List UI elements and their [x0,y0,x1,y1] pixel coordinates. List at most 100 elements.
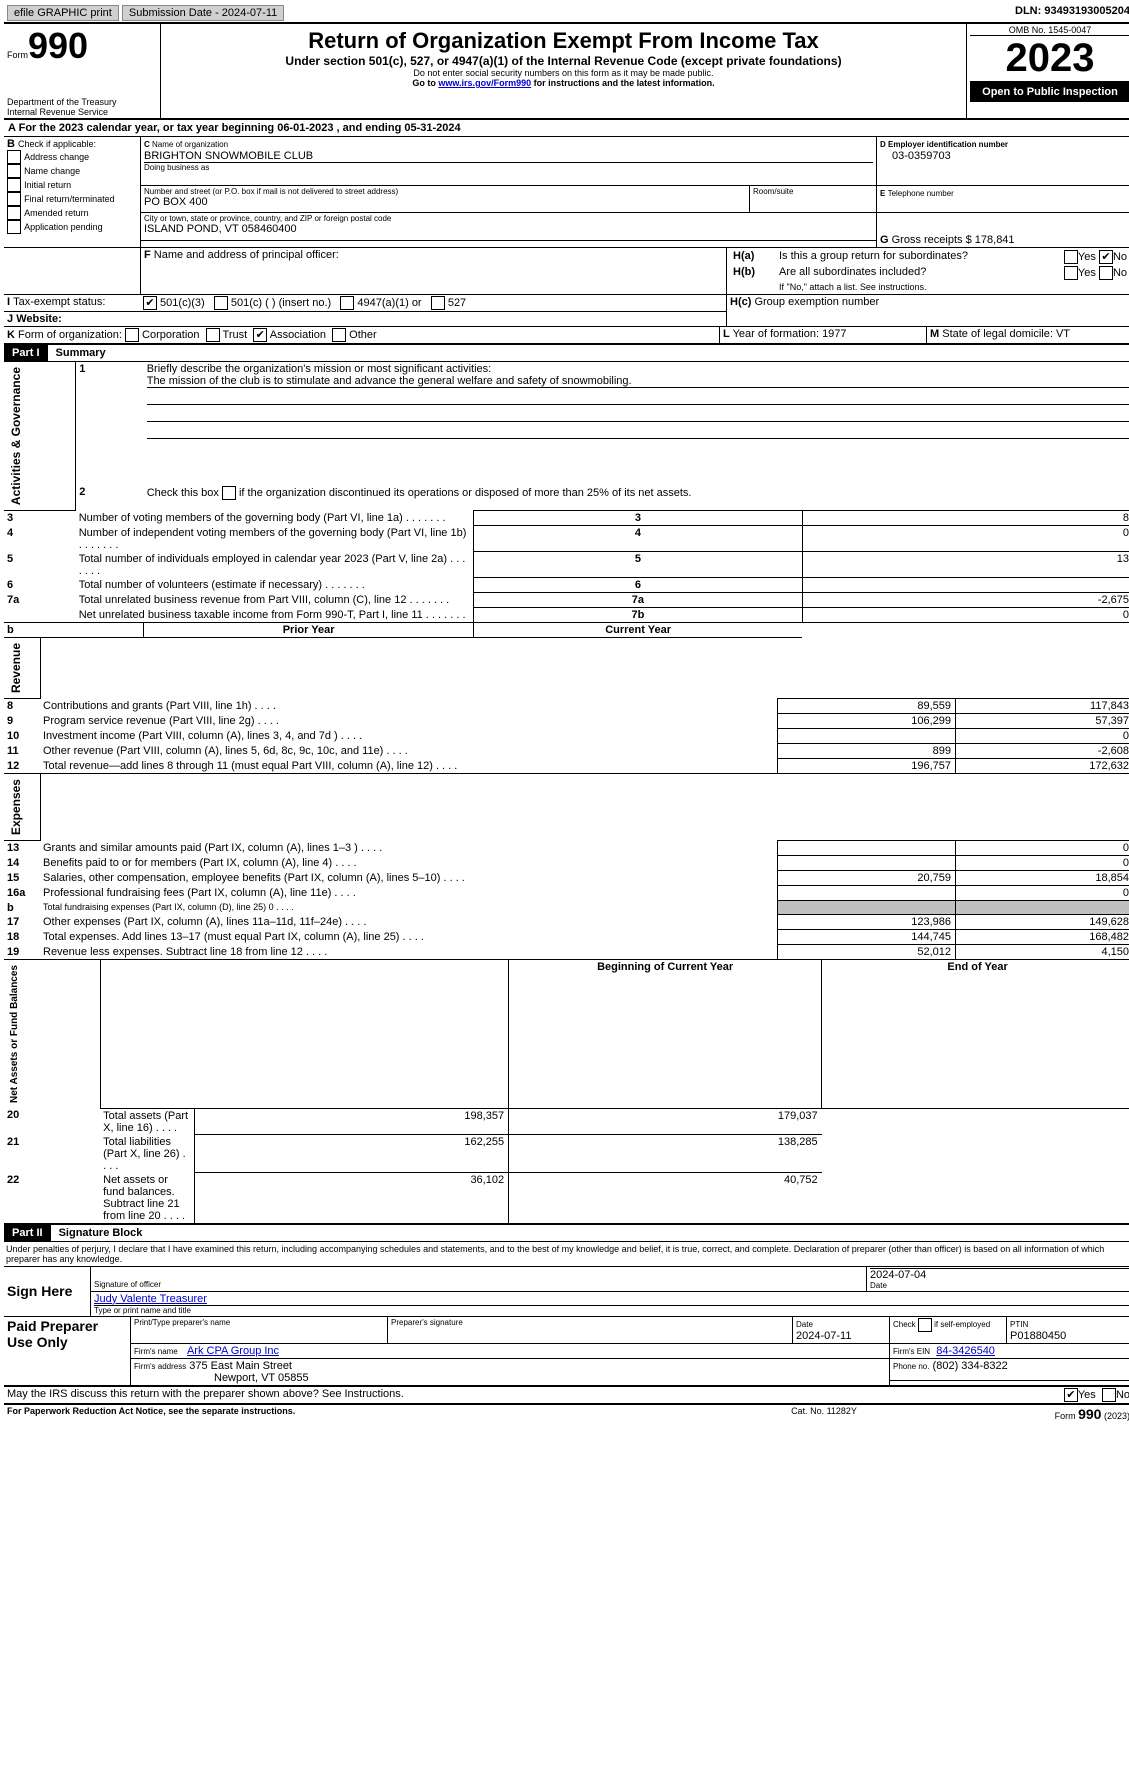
firm-name-lbl: Firm's name [134,1347,178,1356]
sig-date-lbl: Date [870,1281,1129,1290]
discuss-no[interactable] [1102,1388,1116,1402]
firm-addr1: 375 East Main Street [189,1360,292,1372]
discuss-text: May the IRS discuss this return with the… [4,1387,977,1404]
website-lbl: Website: [16,313,62,325]
phone-lbl: Telephone number [888,189,954,198]
i-opt-cb[interactable]: ✔ [143,296,157,310]
pra-notice: For Paperwork Reduction Act Notice, see … [4,1405,721,1423]
form-number: 990 [28,25,88,66]
firm-phone: (802) 334-8322 [933,1360,1008,1372]
gross-val: 178,841 [975,234,1015,246]
b-opt-cb[interactable] [7,164,21,178]
hb-yes[interactable] [1064,266,1078,280]
goto-suffix: for instructions and the latest informat… [531,78,715,88]
k-opt-cb[interactable]: ✔ [253,328,267,342]
firm-name[interactable]: Ark CPA Group Inc [187,1345,279,1357]
b-opt-cb[interactable] [7,206,21,220]
discuss-yes[interactable]: ✔ [1064,1388,1078,1402]
line-a: A For the 2023 calendar year, or tax yea… [4,120,1129,137]
domicile-val: VT [1056,328,1070,340]
org-name: BRIGHTON SNOWMOBILE CLUB [144,150,873,162]
netassets-section: Net Assets or Fund Balances Beginning of… [4,960,1129,1225]
b-opt-cb[interactable] [7,220,21,234]
top-bar: efile GRAPHIC print Submission Date - 20… [4,4,1129,22]
part1-header: Part ISummary [4,345,1129,362]
domicile-lbl: State of legal domicile: [942,328,1053,340]
l1-label: Briefly describe the organization's miss… [147,363,491,375]
l2-checkbox[interactable] [222,486,236,500]
ein-value: 03-0359703 [880,150,1129,162]
side-revenue: Revenue [7,639,25,697]
ha-yes[interactable] [1064,250,1078,264]
self-emp-cb[interactable] [918,1318,932,1332]
entity-block: B Check if applicable: Address change Na… [4,137,1129,248]
tax-year: 2023 [970,36,1129,82]
officer-lbl: Name and address of principal officer: [154,249,339,261]
goto-link[interactable]: www.irs.gov/Form990 [438,78,531,88]
ha-no[interactable]: ✔ [1099,250,1113,264]
firm-ein[interactable]: 84-3426540 [936,1345,995,1357]
b-opt-cb[interactable] [7,178,21,192]
gross-lbl: Gross receipts $ [892,234,972,246]
hb-text: Are all subordinates included? [776,265,1014,281]
sign-here-block: Sign Here Signature of officer 2024-07-0… [4,1267,1129,1317]
year-form-val: 1977 [822,328,846,340]
part1-table: Activities & Governance 1 Briefly descri… [4,362,1129,638]
k-opt-cb[interactable] [206,328,220,342]
k-opt-cb[interactable] [332,328,346,342]
k-opt-cb[interactable] [125,328,139,342]
firm-addr2: Newport, VT 05855 [134,1372,309,1384]
page-footer: For Paperwork Reduction Act Notice, see … [4,1405,1129,1423]
submission-date: Submission Date - 2024-07-11 [122,5,284,21]
street-val: PO BOX 400 [144,196,746,208]
sign-here: Sign Here [4,1267,91,1317]
firm-ein-lbl: Firm's EIN [893,1347,930,1356]
city-lbl: City or town, state or province, country… [144,214,873,223]
side-net: Net Assets or Fund Balances [7,961,22,1107]
firm-phone-lbl: Phone no. [893,1362,929,1371]
room-lbl: Room/suite [753,187,873,196]
ein-lbl: Employer identification number [888,140,1008,149]
discuss-row: May the IRS discuss this return with the… [4,1387,1129,1405]
form-subtitle: Under section 501(c), 527, or 4947(a)(1)… [164,54,963,68]
i-opt-cb[interactable] [431,296,445,310]
i-opt-cb[interactable] [214,296,228,310]
hc-text: Group exemption number [754,296,879,308]
prep-date-lbl: Date [796,1320,813,1329]
col-end: End of Year [822,960,1129,1108]
form-title: Return of Organization Exempt From Incom… [164,28,963,54]
hb-note: If "No," attach a list. See instructions… [776,281,1129,293]
goto-prefix: Go to [412,78,438,88]
form-word: Form [7,50,28,60]
col-prior: Prior Year [144,623,474,638]
city-val: ISLAND POND, VT 058460400 [144,223,873,235]
side-governance: Activities & Governance [7,363,25,509]
dln: DLN: 93493193005204 [795,4,1129,22]
type-name-lbl: Type or print name and title [94,1305,1129,1315]
fh-block: F Name and address of principal officer:… [4,248,1129,295]
l1-mission: The mission of the club is to stimulate … [147,375,1129,388]
omb-number: OMB No. 1545-0047 [970,25,1129,36]
i-opt-cb[interactable] [340,296,354,310]
b-opt-cb[interactable] [7,150,21,164]
street-lbl: Number and street (or P.O. box if mail i… [144,187,746,196]
open-inspection: Open to Public Inspection [970,82,1129,102]
officer-name[interactable]: Judy Valente Treasurer [94,1293,1129,1305]
efile-btn[interactable]: efile GRAPHIC print [7,5,119,21]
col-curr: Current Year [473,623,802,638]
dept-treasury: Department of the Treasury [7,97,157,107]
prep-sig-lbl: Preparer's signature [388,1317,793,1344]
form-org-lbl: Form of organization: [18,329,122,341]
part2-header: Part IISignature Block [4,1225,1129,1242]
perjury-text: Under penalties of perjury, I declare th… [4,1242,1129,1267]
paid-preparer-block: Paid Preparer Use Only Print/Type prepar… [4,1317,1129,1387]
sig-date-val: 2024-07-04 [870,1268,1129,1281]
hb-no[interactable] [1099,266,1113,280]
prep-name-lbl: Print/Type preparer's name [131,1317,388,1344]
b-opt-cb[interactable] [7,192,21,206]
ptin-val: P01880450 [1010,1330,1066,1342]
col-begin: Beginning of Current Year [509,960,822,1108]
side-expenses: Expenses [7,775,25,839]
dba-lbl: Doing business as [144,162,873,172]
form-header: Form990 Department of the Treasury Inter… [4,22,1129,120]
